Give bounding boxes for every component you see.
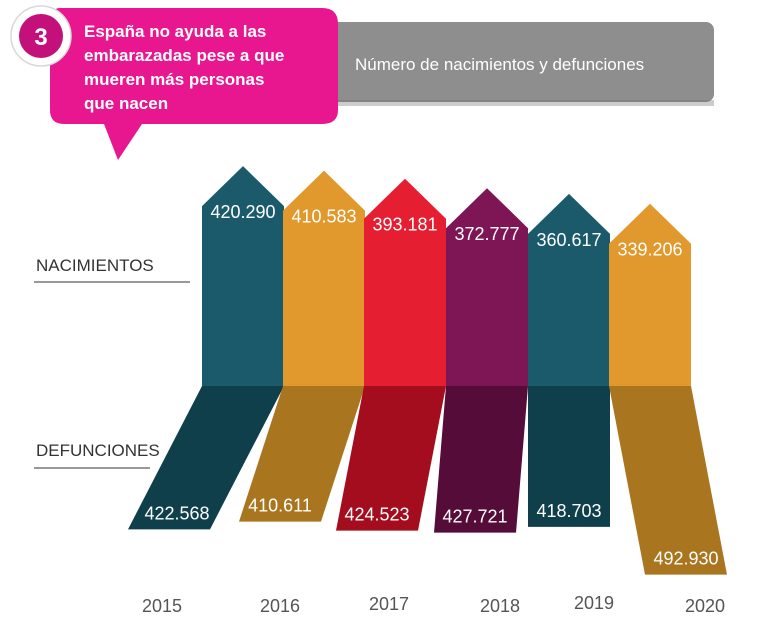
badge-number: 3 (34, 24, 47, 51)
title-line-3: mueren más personas (84, 70, 264, 89)
year-label-2017: 2017 (369, 594, 409, 614)
death-value-2019: 418.703 (536, 501, 601, 521)
death-ribbon-2018 (434, 386, 528, 533)
year-axis: 2015 2016 2017 2018 2019 2020 (142, 593, 725, 616)
deaths-row-label: DEFUNCIONES (36, 441, 160, 460)
death-ribbon-2016 (239, 386, 365, 522)
title-bubble (50, 8, 338, 160)
title-line-1: España no ayuda a las (84, 22, 266, 41)
death-value-2015: 422.568 (144, 503, 209, 523)
death-ribbon-2019 (528, 386, 610, 527)
birth-value-2020: 339.206 (617, 240, 682, 260)
birth-value-2016: 410.583 (291, 207, 356, 227)
death-value-2020: 492.930 (653, 549, 718, 569)
title-line-2: embarazadas pese a que (84, 46, 284, 65)
year-label-2019: 2019 (574, 593, 614, 613)
year-label-2020: 2020 (685, 596, 725, 616)
death-value-2016: 410.611 (248, 496, 312, 516)
year-label-2016: 2016 (260, 596, 300, 616)
row-labels: NACIMIENTOS DEFUNCIONES (34, 256, 190, 469)
subtitle-band-shadow (326, 100, 714, 106)
births-arrows: 420.290 410.583 393.181 372.777 360.617 339.2… (202, 166, 691, 386)
year-label-2015: 2015 (142, 596, 182, 616)
birth-value-2015: 420.290 (210, 202, 275, 222)
death-ribbon-2020 (609, 386, 727, 575)
birth-value-2019: 360.617 (536, 230, 601, 250)
year-label-2018: 2018 (480, 596, 520, 616)
death-value-2018: 427.721 (442, 507, 507, 527)
death-value-2017: 424.523 (344, 505, 409, 525)
birth-arrow-2020 (609, 203, 691, 386)
subtitle: Número de nacimientos y defunciones (355, 55, 644, 74)
birth-arrow-2018 (446, 188, 528, 386)
birth-arrow-2017 (364, 178, 446, 386)
birth-arrow-2015 (202, 166, 284, 386)
births-row-label: NACIMIENTOS (36, 256, 154, 275)
birth-value-2018: 372.777 (454, 224, 519, 244)
subtitle-band (320, 22, 714, 102)
birth-arrow-2016 (283, 170, 365, 386)
birth-arrow-2019 (528, 193, 610, 386)
badge-inner (19, 14, 63, 58)
title-line-4: que nacen (84, 94, 168, 113)
birth-value-2017: 393.181 (372, 215, 437, 235)
deaths-bars: 422.568 410.611 424.523 427.721 418.703 492.9… (128, 386, 727, 575)
death-ribbon-2015 (128, 386, 284, 530)
death-ribbon-2017 (336, 386, 446, 531)
header: Número de nacimientos y defunciones Espa… (10, 5, 714, 160)
